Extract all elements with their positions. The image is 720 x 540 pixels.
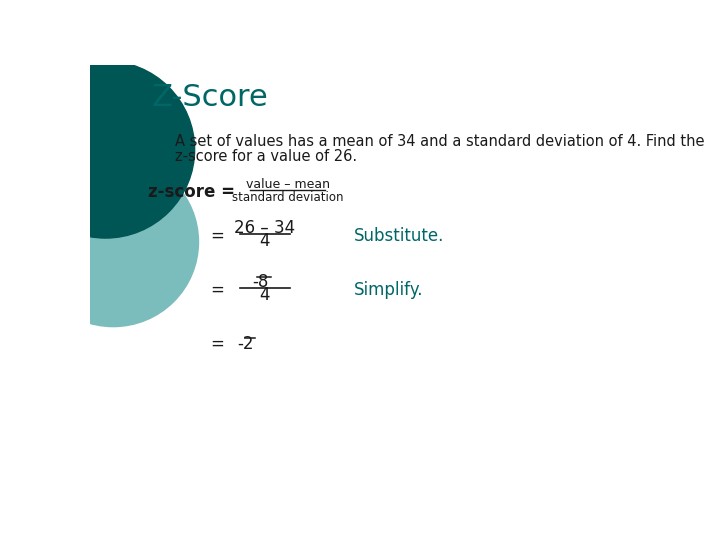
Text: 4: 4 <box>259 286 269 304</box>
Text: Z-Score: Z-Score <box>152 83 269 112</box>
Text: Substitute.: Substitute. <box>354 227 444 245</box>
Text: z-score for a value of 26.: z-score for a value of 26. <box>175 149 357 164</box>
Text: -2: -2 <box>238 335 253 353</box>
Text: standard deviation: standard deviation <box>232 191 343 204</box>
Text: =: = <box>210 335 224 353</box>
Text: =: = <box>210 227 224 245</box>
Circle shape <box>17 61 194 238</box>
Text: z-score =: z-score = <box>148 183 235 201</box>
Text: A set of values has a mean of 34 and a standard deviation of 4. Find the: A set of values has a mean of 34 and a s… <box>175 134 705 149</box>
Text: 4: 4 <box>259 232 269 250</box>
Text: =: = <box>210 281 224 299</box>
Circle shape <box>28 157 199 327</box>
Text: Simplify.: Simplify. <box>354 281 423 299</box>
Text: value – mean: value – mean <box>246 178 330 191</box>
Text: -8: -8 <box>252 273 269 291</box>
Text: 26 – 34: 26 – 34 <box>234 219 295 237</box>
